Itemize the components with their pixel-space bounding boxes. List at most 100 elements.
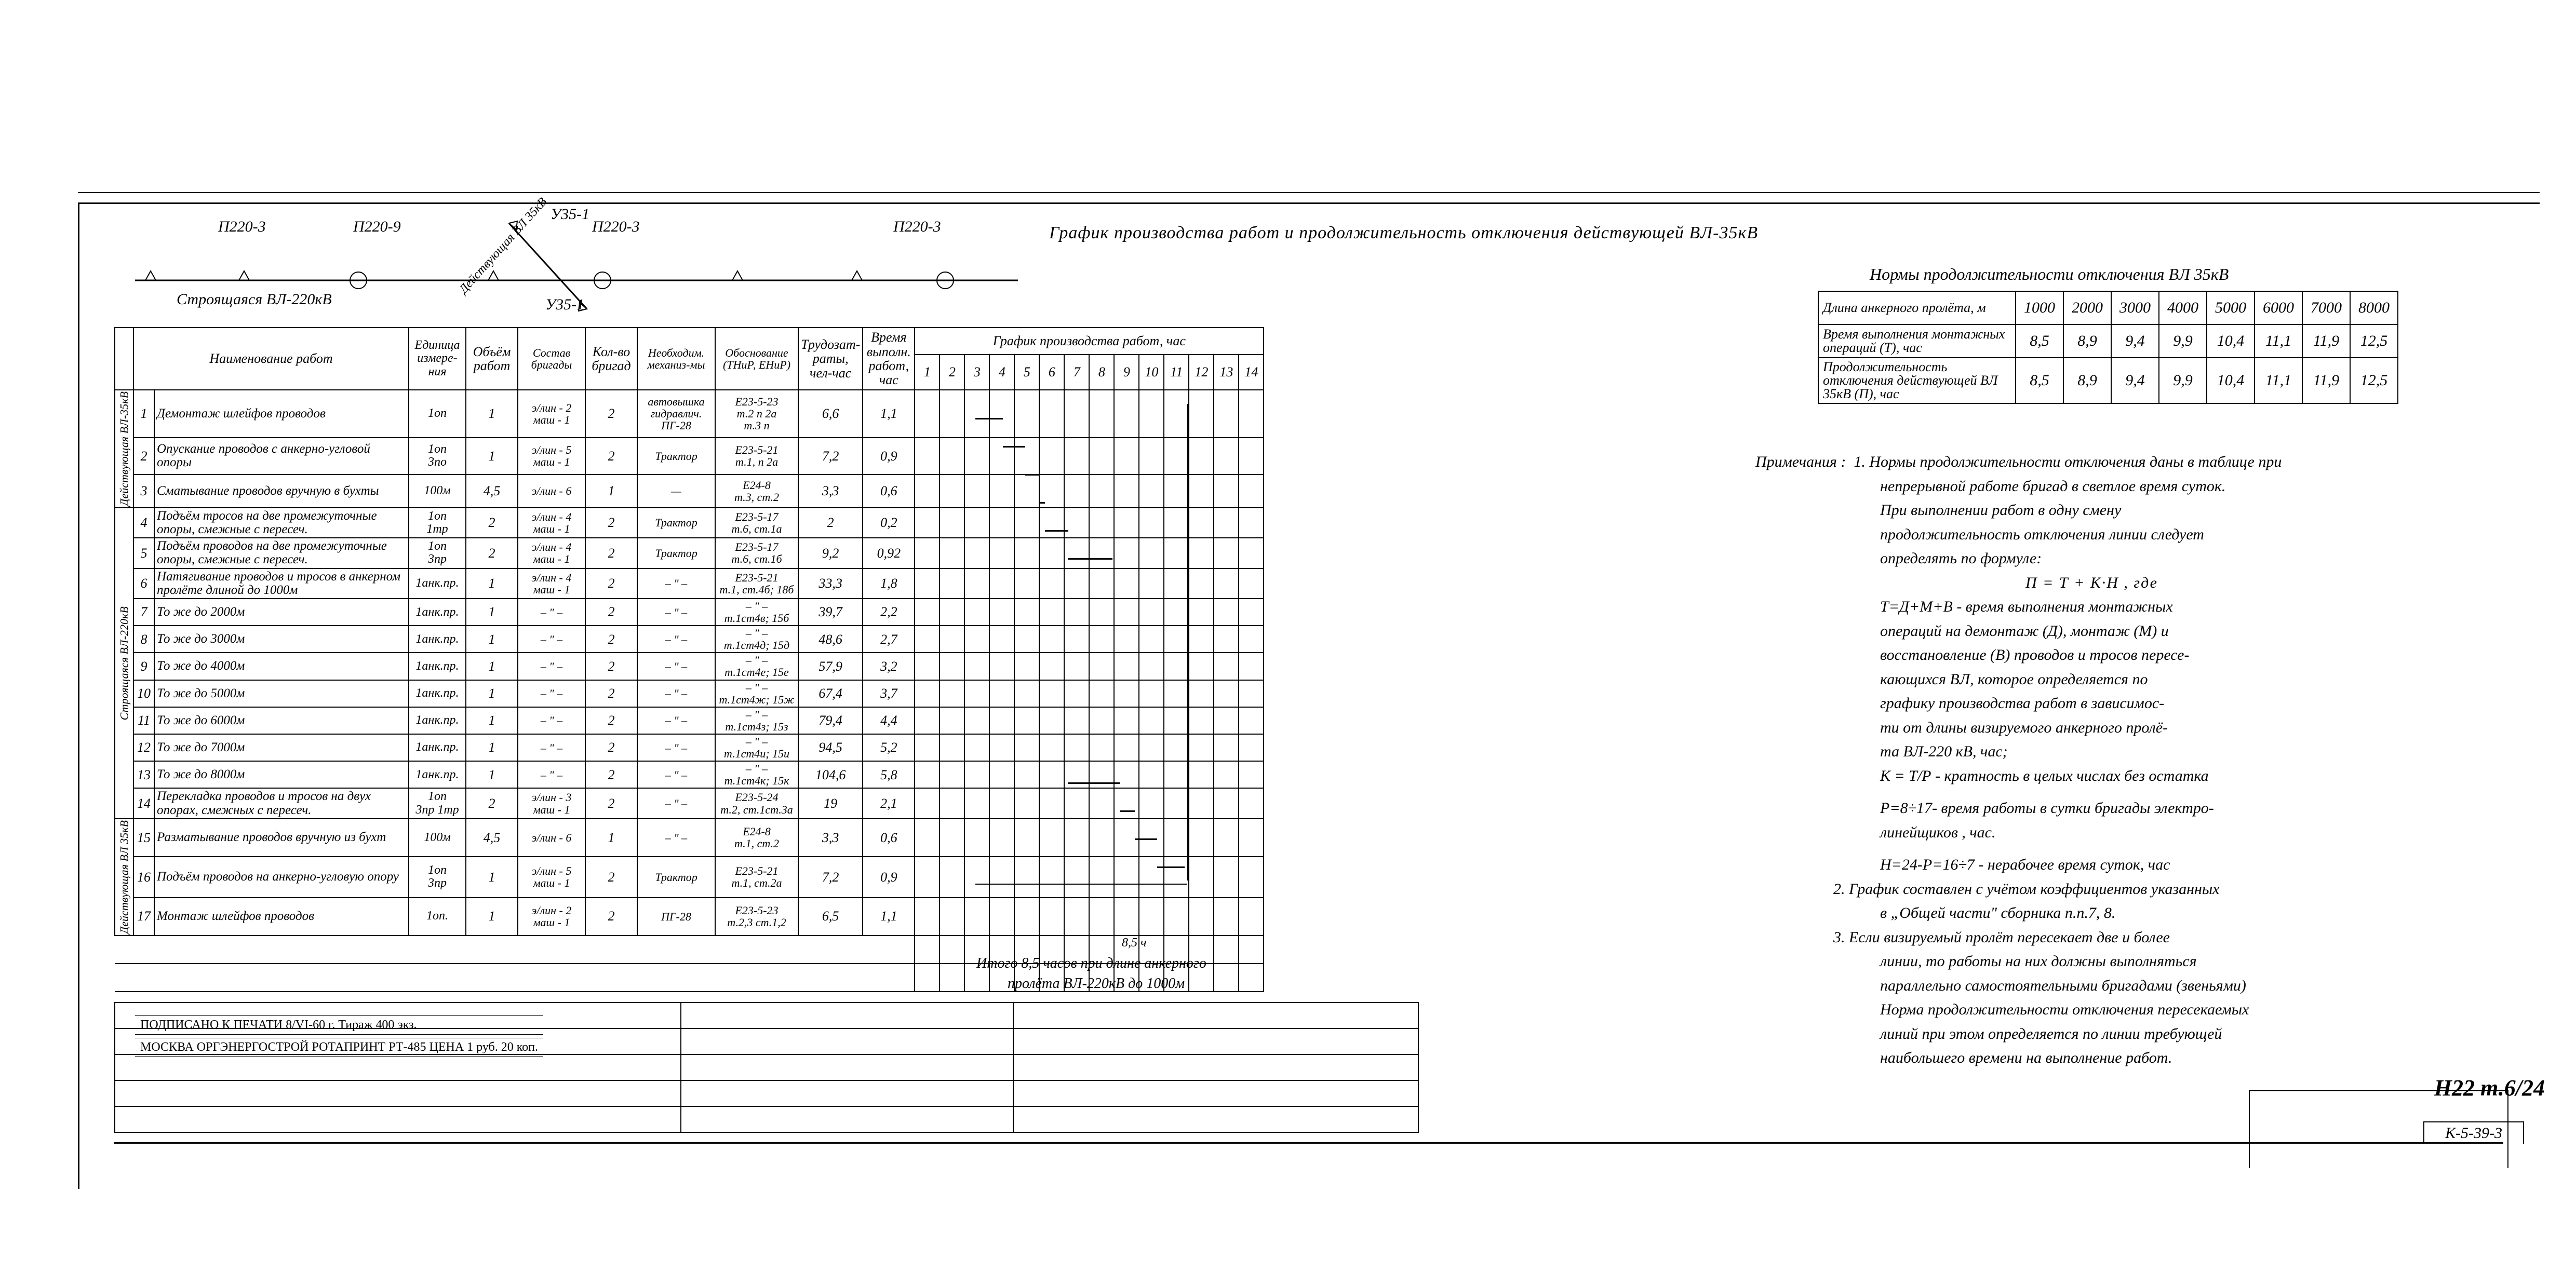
gantt-cell: [1214, 680, 1239, 707]
gantt-cell: [1089, 898, 1114, 936]
gantt-cell: [1139, 898, 1164, 936]
gantt-cell: [989, 390, 1014, 438]
cell: 1: [466, 857, 518, 898]
table-row: 8То же до 3000м1анк.пр.1– " –2– " –– " –…: [115, 626, 1264, 653]
cell: 7,2: [798, 857, 863, 898]
chart-hour-9: 9: [1114, 355, 1139, 390]
gantt-cell: [1089, 475, 1114, 508]
cell: 7: [133, 599, 154, 626]
cell: 1оп3пр 1тр: [409, 788, 466, 819]
gantt-cell: [1239, 538, 1264, 568]
cell: Опускание проводов с анкерно-угловой опо…: [154, 438, 409, 475]
gantt-cell: [1064, 438, 1089, 475]
cell: 1оп1тр: [409, 508, 466, 538]
gantt-cell: [1239, 438, 1264, 475]
gantt-cell: [1014, 761, 1039, 788]
norms-cell: 11,1: [2255, 324, 2302, 358]
gantt-cell: [915, 761, 940, 788]
gantt-cell: [1139, 626, 1164, 653]
gantt-cell: [1239, 788, 1264, 819]
gantt-cell: [1189, 475, 1214, 508]
cell: – " –: [518, 599, 585, 626]
norms-cell: 11,1: [2255, 358, 2302, 403]
chart-hour-2: 2: [940, 355, 964, 390]
cell: 2: [585, 599, 637, 626]
gantt-cell: [964, 599, 989, 626]
cell: 2: [585, 898, 637, 936]
gantt-cell: [940, 568, 964, 599]
gantt-cell: [1139, 390, 1164, 438]
cell: э/лин - 4маш - 1: [518, 538, 585, 568]
gantt-cell: [1239, 680, 1264, 707]
gantt-cell: [1164, 626, 1189, 653]
cell: 2: [466, 508, 518, 538]
gantt-cell: [964, 626, 989, 653]
cell: [115, 936, 915, 964]
gantt-cell: [1039, 390, 1064, 438]
gantt-cell: [915, 936, 940, 964]
gantt-cell: [1014, 508, 1039, 538]
cell: 6,5: [798, 898, 863, 936]
norms-table: Длина анкерного пролёта, м10002000300040…: [1818, 291, 2398, 404]
cell: – " –: [518, 626, 585, 653]
gantt-cell: [1089, 680, 1114, 707]
gantt-cell: [1064, 653, 1089, 680]
cell: 1анк.пр.: [409, 761, 466, 788]
gantt-cell: [1114, 508, 1139, 538]
cell: – " –т.1ст4з; 15з: [715, 707, 798, 734]
gantt-cell: [940, 680, 964, 707]
cell: 1анк.пр.: [409, 568, 466, 599]
cell: 2: [585, 626, 637, 653]
cell: 2: [585, 568, 637, 599]
gantt-cell: [1114, 475, 1139, 508]
gantt-cell: [1064, 680, 1089, 707]
cell: То же до 8000м: [154, 761, 409, 788]
gantt-cell: [1239, 964, 1264, 992]
gantt-cell: [1089, 626, 1114, 653]
table-row: 7То же до 2000м1анк.пр.1– " –2– " –– " –…: [115, 599, 1264, 626]
cell: Е23-5-21т.1, ст.2а: [715, 857, 798, 898]
cell: 3: [133, 475, 154, 508]
gantt-cell: [1089, 707, 1114, 734]
cell: Подъём проводов на две промежуточные опо…: [154, 538, 409, 568]
norms-cell: 8,9: [2063, 358, 2111, 403]
cell: 1,8: [863, 568, 915, 599]
gantt-cell: [1214, 734, 1239, 761]
gantt-cell: [1189, 653, 1214, 680]
table-row: Строящаяся ВЛ-220кВ4Подъём тросов на две…: [115, 508, 1264, 538]
gantt-cell: [1014, 734, 1039, 761]
cell: 33,3: [798, 568, 863, 599]
cell: Подъём проводов на анкерно-угловую опору: [154, 857, 409, 898]
cell: 1: [466, 599, 518, 626]
norms-cell: 8,5: [2016, 358, 2063, 403]
cell: Трактор: [637, 538, 715, 568]
table-row: 17Монтаж шлейфов проводов1оп.1э/лин - 2м…: [115, 898, 1264, 936]
gantt-cell: [1064, 599, 1089, 626]
cell: 2,2: [863, 599, 915, 626]
section-label: Строящаяся ВЛ-220кВ: [115, 508, 133, 819]
gantt-cell: [1039, 599, 1064, 626]
gantt-cell: [940, 599, 964, 626]
cell: э/лин - 6: [518, 475, 585, 508]
gantt-cell: [915, 653, 940, 680]
doc-code-sub: К-5-39-3: [2423, 1121, 2524, 1144]
gantt-cell: [1114, 653, 1139, 680]
cell: 94,5: [798, 734, 863, 761]
cell: Е24-8т.1, ст.2: [715, 819, 798, 857]
gantt-cell: [1139, 857, 1164, 898]
gantt-cell: [915, 898, 940, 936]
cell: 1анк.пр.: [409, 734, 466, 761]
gantt-cell: [1214, 964, 1239, 992]
gantt-cell: [964, 508, 989, 538]
table-row: Действующая ВЛ 35кВ15Разматывание провод…: [115, 819, 1264, 857]
cell: 1оп.: [409, 898, 466, 936]
norms-cell: 10,4: [2207, 358, 2255, 403]
cell: 4,5: [466, 475, 518, 508]
hdr-unit: Единица измере-ния: [409, 328, 466, 390]
gantt-cell: [1039, 475, 1064, 508]
notes-block: Примечания : 1. Нормы продолжительности …: [1755, 452, 2493, 1072]
cell: – " –: [637, 761, 715, 788]
gantt-cell: [1164, 819, 1189, 857]
gantt-cell: [1189, 568, 1214, 599]
chart-hour-14: 14: [1239, 355, 1264, 390]
